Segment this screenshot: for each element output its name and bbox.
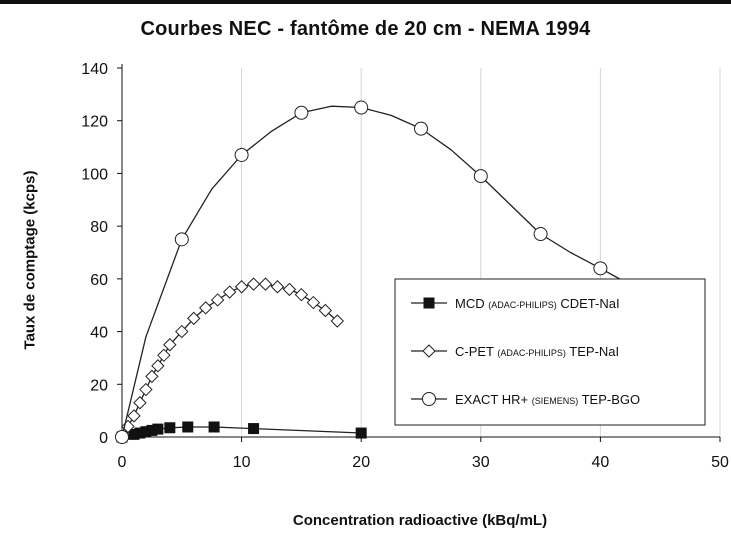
y-tick-label-20: 20: [90, 377, 108, 394]
x-tick-label-30: 30: [472, 454, 490, 471]
legend-marker-2: [422, 392, 436, 406]
data-point-1-22: [330, 314, 344, 328]
series-c-pet-adac-philips-tep-nai: [115, 277, 344, 444]
data-point-0-6: [164, 422, 176, 434]
x-tick-label-10: 10: [233, 454, 251, 471]
data-point-2-5: [414, 121, 428, 136]
data-point-1-5: [145, 369, 159, 384]
legend-entry-2: EXACT HR+ (SIEMENS) TEP-BGO: [455, 392, 640, 407]
legend-entry-0: MCD (ADAC-PHILIPS) CDET-NaI: [455, 296, 620, 311]
data-point-1-19: [294, 287, 309, 302]
x-tick-label-40: 40: [592, 454, 610, 471]
y-tick-label-40: 40: [90, 325, 108, 342]
tick-labels: 0 20 40 60 80 100 120 140 0 10 20 30 40 50: [81, 61, 729, 471]
data-point-1-3: [133, 396, 147, 410]
chart-title: Courbes NEC - fantôme de 20 cm - NEMA 19…: [140, 18, 591, 40]
y-tick-label-140: 140: [81, 61, 108, 78]
y-tick-label-120: 120: [81, 114, 108, 131]
data-point-0-10: [355, 427, 367, 439]
data-point-1-16: [258, 277, 273, 291]
data-point-1-2: [127, 409, 141, 423]
y-tick-label-100: 100: [81, 166, 108, 183]
y-tick-label-80: 80: [90, 219, 108, 236]
x-tick-label-50: 50: [711, 454, 729, 471]
data-point-2-7: [533, 227, 548, 242]
data-point-2-8: [593, 261, 608, 276]
data-point-1-10: [187, 311, 201, 326]
data-point-1-11: [199, 301, 213, 315]
data-point-1-18: [282, 282, 297, 297]
data-point-0-7: [182, 421, 194, 433]
data-point-1-7: [157, 348, 171, 362]
data-point-1-17: [270, 280, 285, 294]
data-point-2-6: [473, 169, 488, 184]
data-point-0-9: [248, 423, 260, 435]
data-point-1-9: [175, 324, 189, 339]
y-tick-label-60: 60: [90, 272, 108, 289]
x-tick-label-20: 20: [352, 454, 370, 471]
series-exact-hr-siemens-tep-bgo: [115, 100, 625, 444]
data-point-2-2: [234, 147, 249, 162]
data-point-2-3: [294, 105, 309, 120]
data-point-1-6: [151, 359, 165, 373]
data-point-0-5: [152, 423, 164, 435]
x-axis-label: Concentration radioactive (kBq/mL): [292, 512, 548, 529]
data-point-1-21: [318, 303, 333, 318]
data-point-2-1: [174, 232, 189, 247]
legend: MCD (ADAC-PHILIPS) CDET-NaI C-PET (ADAC-P…: [394, 278, 706, 426]
data-point-1-14: [234, 280, 249, 294]
data-point-1-13: [222, 285, 237, 299]
y-tick-label-0: 0: [99, 430, 108, 447]
data-point-1-12: [210, 293, 225, 307]
series-layer: [115, 100, 625, 444]
data-point-0-8: [208, 421, 220, 433]
legend-entry-1: C-PET (ADAC-PHILIPS) TEP-NaI: [455, 344, 619, 359]
data-point-1-8: [163, 338, 177, 352]
data-point-1-15: [246, 277, 261, 291]
data-point-1-20: [306, 295, 321, 310]
data-point-1-4: [139, 382, 153, 397]
series-line-1: [121, 283, 338, 438]
x-tick-label-0: 0: [118, 454, 127, 471]
top-rule: [0, 0, 731, 4]
legend-marker-1: [422, 344, 436, 358]
data-point-2-4: [354, 100, 369, 115]
data-point-2-0: [115, 430, 129, 444]
legend-marker-0: [423, 297, 435, 309]
